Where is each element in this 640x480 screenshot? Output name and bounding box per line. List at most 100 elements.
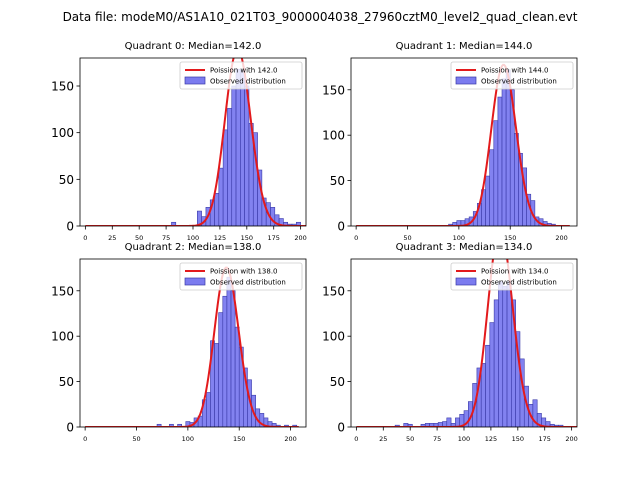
y-tick-label: 100 [322, 129, 345, 143]
subplot-title: Quadrant 0: Median=142.0 [125, 41, 262, 52]
y-tick-label: 150 [322, 284, 345, 298]
x-tick-label: 50 [135, 234, 143, 242]
x-tick-label: 175 [268, 234, 280, 242]
y-tick-label: 0 [66, 220, 74, 234]
x-tick-label: 125 [485, 435, 497, 443]
legend: Poission with 144.0 Observed distribution [450, 61, 574, 90]
x-tick-label: 150 [241, 234, 253, 242]
y-tick-label: 100 [51, 330, 74, 344]
x-tick-label: 25 [379, 435, 387, 443]
y-tick-label: 150 [51, 80, 74, 94]
plot-area [356, 63, 570, 226]
histogram-bar [446, 417, 452, 427]
x-tick-label: 100 [182, 435, 194, 443]
subplot-quadrant-1: Quadrant 1: Median=144.0 0 50 100 150 200 0 50 1… [322, 41, 578, 242]
x-tick-label: 200 [555, 234, 567, 242]
subplot-title: Quadrant 3: Median=134.0 [396, 242, 533, 253]
subplot-quadrant-3: Quadrant 3: Median=134.0 0 25 50 75 100 125 150… [322, 242, 578, 443]
legend-label-poisson: Poission with 134.0 [481, 268, 549, 276]
x-tick-label: 0 [83, 234, 87, 242]
y-tick-label: 0 [66, 421, 74, 435]
histogram-bar [234, 326, 240, 427]
y-tick-label: 50 [330, 375, 345, 389]
y-tick-label: 50 [59, 375, 74, 389]
histogram-bar [270, 207, 276, 226]
histogram-bar [502, 285, 508, 427]
legend: Poission with 134.0 Observed distribution [450, 262, 574, 291]
x-tick-label: 125 [214, 234, 226, 242]
histogram-bar [489, 149, 495, 226]
x-tick-label: 50 [403, 234, 411, 242]
legend-box [450, 61, 574, 90]
legend-label-poisson: Poission with 144.0 [481, 67, 549, 75]
histogram-bar [501, 78, 507, 226]
legend-label-observed: Observed distribution [481, 78, 557, 86]
legend-label-observed: Observed distribution [481, 279, 557, 287]
x-tick-label: 0 [354, 435, 358, 443]
histogram-bar [226, 276, 232, 427]
histogram-bar [505, 69, 511, 226]
subplot-quadrant-2: Quadrant 2: Median=138.0 0 50 100 150 200 0 50 1… [51, 242, 307, 443]
legend-patch-swatch [455, 277, 477, 286]
legend-label-poisson: Poission with 138.0 [210, 268, 278, 276]
x-tick-label: 150 [512, 435, 524, 443]
x-tick-label: 25 [108, 234, 116, 242]
y-tick-label: 0 [337, 220, 345, 234]
histogram-bar [227, 108, 233, 226]
y-tick-label: 50 [59, 173, 74, 187]
legend-patch-swatch [184, 76, 206, 85]
x-tick-label: 100 [458, 435, 470, 443]
y-tick-label: 100 [51, 126, 74, 140]
x-tick-label: 200 [294, 234, 306, 242]
histogram-bar [235, 68, 241, 226]
histogram-bar [222, 295, 228, 427]
histogram-bar [214, 343, 219, 427]
x-tick-label: 175 [539, 435, 551, 443]
y-tick-label: 0 [337, 421, 345, 435]
x-tick-label: 100 [453, 234, 465, 242]
legend-label-observed: Observed distribution [210, 279, 286, 287]
x-tick-label: 0 [83, 435, 87, 443]
histogram-bar [497, 96, 503, 226]
x-tick-label: 150 [504, 234, 516, 242]
subplot-quadrant-0: Quadrant 0: Median=142.0 0 25 50 75 100 125 150… [51, 41, 307, 242]
x-tick-label: 100 [187, 234, 199, 242]
legend-box [179, 262, 303, 291]
histogram-bar [240, 69, 245, 226]
legend-box [179, 61, 303, 90]
histogram-bar [206, 392, 211, 427]
legend-patch-swatch [184, 277, 206, 286]
subplot-title: Quadrant 1: Median=144.0 [396, 41, 533, 52]
histogram-bar [506, 281, 512, 427]
x-tick-label: 75 [162, 234, 170, 242]
histogram-bar [485, 175, 490, 226]
histogram-bar [218, 167, 224, 226]
poisson-curve [85, 58, 306, 226]
histogram-bar [231, 85, 237, 226]
plot-area [85, 266, 299, 427]
suptitle: Data file: modeM0/AS1A10_021T03_90000040… [63, 10, 578, 24]
histogram-bar [218, 312, 224, 427]
y-tick-label: 150 [322, 83, 345, 97]
legend-label-observed: Observed distribution [210, 78, 286, 86]
legend: Poission with 142.0 Observed distribution [179, 61, 303, 90]
y-tick-label: 150 [51, 284, 74, 298]
legend-box [450, 262, 574, 291]
histogram-bar [480, 363, 486, 427]
histogram-bar [230, 290, 236, 427]
poisson-curve [85, 266, 299, 427]
x-tick-label: 150 [233, 435, 245, 443]
histogram-bar [489, 322, 495, 427]
histogram-bar [485, 344, 491, 427]
subplot-title: Quadrant 2: Median=138.0 [125, 242, 262, 253]
legend-label-poisson: Poission with 142.0 [210, 67, 278, 75]
histogram-bar [493, 120, 499, 226]
legend-patch-swatch [455, 76, 477, 85]
histogram-bar [214, 193, 220, 226]
axes-frame [79, 258, 307, 428]
x-tick-label: 75 [433, 435, 441, 443]
poisson-curve [356, 259, 577, 427]
axes-frame [350, 57, 578, 227]
histogram-bar [222, 129, 228, 226]
